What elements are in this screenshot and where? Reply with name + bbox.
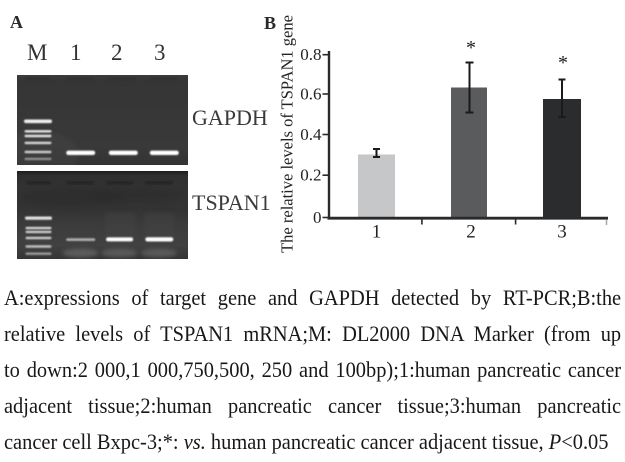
svg-text:*: * [466, 37, 476, 59]
svg-text:2: 2 [466, 222, 476, 243]
svg-text:3: 3 [557, 222, 567, 243]
svg-text:0.4: 0.4 [300, 125, 322, 144]
svg-text:0.6: 0.6 [300, 85, 321, 104]
svg-text:0.2: 0.2 [300, 166, 321, 185]
svg-text:1: 1 [372, 222, 382, 243]
svg-text:0: 0 [313, 208, 322, 227]
svg-text:0.8: 0.8 [300, 45, 321, 64]
svg-text:*: * [558, 52, 568, 74]
svg-text:The relative levels of TSPAN1: The relative levels of TSPAN1 gene [278, 15, 297, 253]
